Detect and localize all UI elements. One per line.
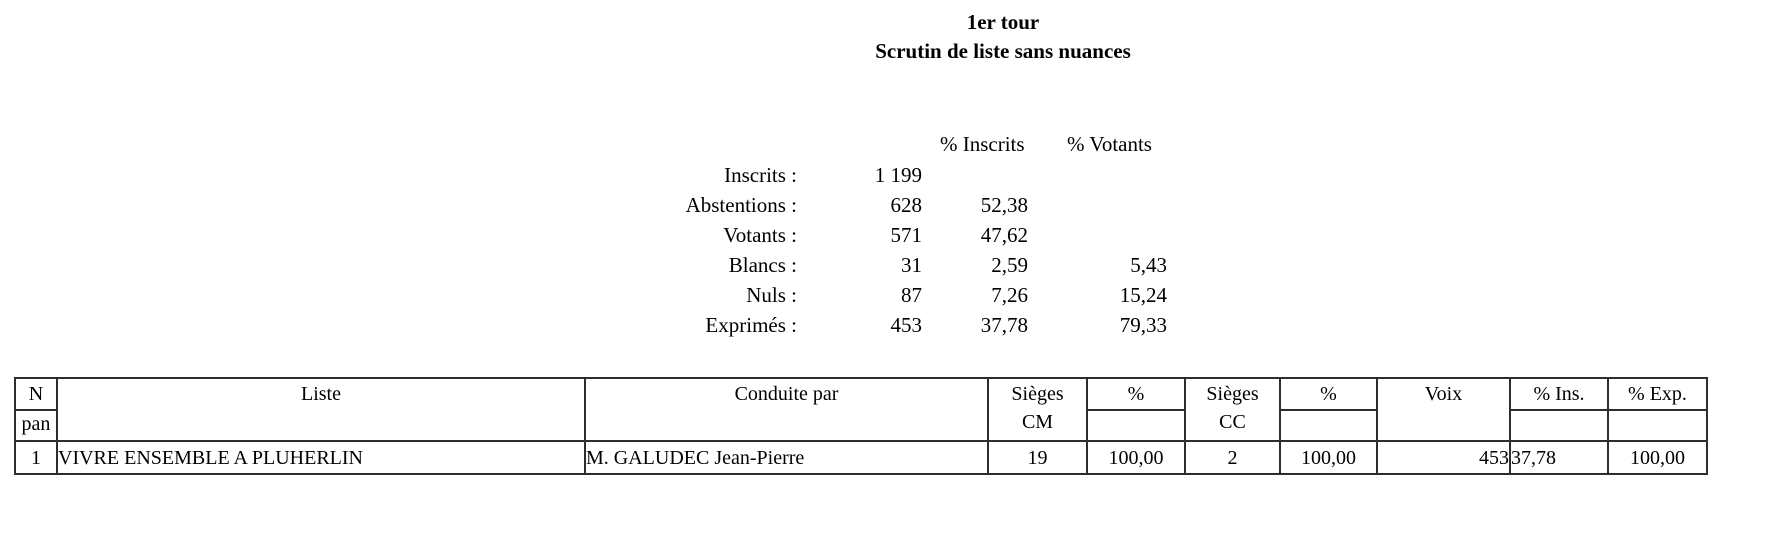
summary-row-pct-votants: 5,43 — [1130, 253, 1167, 277]
summary-row-value: 571 — [890, 223, 923, 247]
col-header-liste: Liste — [56, 377, 586, 442]
summary-row-label: Blancs : — [728, 253, 797, 277]
results-header-row: N pan Liste Conduite par Sièges CM % — [14, 377, 1708, 442]
cell-pct-inscrits: 37,78 — [1509, 440, 1609, 475]
summary-row-pct-inscrits: 7,26 — [991, 283, 1028, 307]
summary-row-pct-votants: 15,24 — [1119, 283, 1167, 307]
cell-numero-panneau: 1 — [14, 440, 58, 475]
cell-liste: VIVRE ENSEMBLE A PLUHERLIN — [56, 440, 586, 475]
page-title: 1er tour Scrutin de liste sans nuances — [703, 8, 1303, 66]
cell-pct-cc: 100,00 — [1279, 440, 1378, 475]
summary-row-pct-votants — [1028, 190, 1167, 220]
summary-row-pct-inscrits: 2,59 — [991, 253, 1028, 277]
cell-conduite-par: M. GALUDEC Jean-Pierre — [584, 440, 989, 475]
summary-table: Inscrits : 1 199 Abstentions : 628 52,38… — [477, 160, 1167, 340]
cell-pct-exprimes: 100,00 — [1607, 440, 1708, 475]
summary-row-value: 31 — [901, 253, 922, 277]
title-ballot-type-line: Scrutin de liste sans nuances — [875, 39, 1131, 63]
summary-row-pct-votants: 79,33 — [1119, 313, 1167, 337]
col-header-pct-inscrits: % Ins. — [1509, 377, 1609, 442]
col-header-pct-exprimes: % Exp. — [1607, 377, 1708, 442]
summary-row-label: Inscrits : — [724, 163, 797, 187]
summary-row-pct-inscrits — [922, 160, 1028, 190]
results-table: N pan Liste Conduite par Sièges CM % — [14, 377, 1708, 475]
summary-row-pct-votants — [1028, 160, 1167, 190]
summary-row-value: 453 — [890, 313, 923, 337]
summary-row-label: Nuls : — [746, 283, 797, 307]
summary-row-label: Exprimés : — [705, 313, 797, 337]
col-header-pct-cc: % — [1279, 377, 1378, 442]
col-header-sieges-cm: Sièges CM — [987, 377, 1088, 442]
summary-row-value: 87 — [901, 283, 922, 307]
col-header-conduite-par: Conduite par — [584, 377, 989, 442]
summary-row-pct-inscrits: 47,62 — [980, 223, 1028, 247]
col-header-voix: Voix — [1376, 377, 1511, 442]
col-header-pct-cm: % — [1086, 377, 1186, 442]
cell-sieges-cc: 2 — [1184, 440, 1281, 475]
cell-sieges-cm: 19 — [987, 440, 1088, 475]
col-header-sieges-cc: Sièges CC — [1184, 377, 1281, 442]
summary-row-pct-votants — [1028, 220, 1167, 250]
title-round-line: 1er tour — [966, 10, 1040, 34]
results-data-row: 1 VIVRE ENSEMBLE A PLUHERLIN M. GALUDEC … — [14, 440, 1708, 475]
col-header-numero-panneau: N pan — [14, 377, 58, 442]
cell-voix: 453 — [1376, 440, 1511, 475]
summary-row-pct-inscrits: 37,78 — [980, 313, 1028, 337]
summary-header-pct-votants: % Votants — [1067, 132, 1152, 156]
summary-row-pct-inscrits: 52,38 — [980, 193, 1028, 217]
summary-row-value: 1 199 — [874, 163, 922, 187]
summary-row-value: 628 — [890, 193, 923, 217]
cell-pct-cm: 100,00 — [1086, 440, 1186, 475]
summary-header-pct-inscrits: % Inscrits — [940, 132, 1025, 156]
summary-row-label: Abstentions : — [685, 193, 797, 217]
summary-row-label: Votants : — [723, 223, 797, 247]
